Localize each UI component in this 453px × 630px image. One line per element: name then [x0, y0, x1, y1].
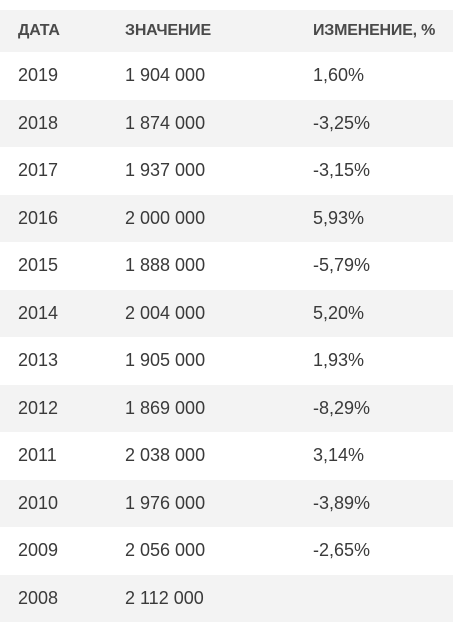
cell-date: 2012	[18, 397, 59, 418]
table-row: 2018 1 874 000 -3,25%	[0, 99, 453, 147]
cell-value: 1 905 000	[125, 350, 206, 371]
cell-value: 1 888 000	[125, 255, 206, 276]
cell-value: 2 038 000	[125, 445, 206, 466]
table-row: 2015 1 888 000 -5,79%	[0, 242, 453, 290]
table-row: 2016 2 000 000 5,93%	[0, 194, 453, 242]
header-value: ЗНАЧЕНИЕ	[125, 22, 211, 39]
cell-date: 2016	[18, 207, 59, 228]
cell-date: 2014	[18, 302, 59, 323]
table-row: 2008 2 112 000	[0, 574, 453, 622]
cell-change: -8,29%	[313, 397, 371, 418]
cell-value: 2 112 000	[125, 587, 204, 608]
cell-date: 2018	[18, 112, 59, 133]
table-row: 2012 1 869 000 -8,29%	[0, 384, 453, 432]
cell-change: 1,93%	[313, 350, 365, 371]
cell-date: 2015	[18, 255, 59, 276]
cell-value: 1 976 000	[125, 492, 206, 513]
cell-value: 1 869 000	[125, 397, 206, 418]
table-header-row: ДАТА ЗНАЧЕНИЕ ИЗМЕНЕНИЕ, %	[0, 10, 453, 52]
table-row: 2014 2 004 000 5,20%	[0, 289, 453, 337]
cell-value: 1 937 000	[125, 160, 206, 181]
cell-date: 2009	[18, 540, 59, 561]
cell-value: 2 000 000	[125, 207, 206, 228]
cell-date: 2010	[18, 492, 59, 513]
cell-value: 2 004 000	[125, 302, 206, 323]
cell-date: 2008	[18, 587, 59, 608]
cell-change: -5,79%	[313, 255, 371, 276]
cell-date: 2011	[18, 445, 57, 466]
cell-value: 2 056 000	[125, 540, 206, 561]
table-row: 2017 1 937 000 -3,15%	[0, 147, 453, 195]
cell-change: -3,25%	[313, 112, 371, 133]
cell-change: 1,60%	[313, 65, 365, 86]
table-row: 2011 2 038 000 3,14%	[0, 432, 453, 480]
header-date: ДАТА	[18, 22, 60, 39]
cell-change: -3,15%	[313, 160, 371, 181]
cell-date: 2013	[18, 350, 59, 371]
cell-change: 3,14%	[313, 445, 365, 466]
cell-value: 1 874 000	[125, 112, 206, 133]
cell-change: -2,65%	[313, 540, 371, 561]
table-row: 2010 1 976 000 -3,89%	[0, 479, 453, 527]
header-change: ИЗМЕНЕНИЕ, %	[313, 22, 436, 39]
table-row: 2019 1 904 000 1,60%	[0, 52, 453, 100]
cell-change: -3,89%	[313, 492, 371, 513]
cell-value: 1 904 000	[125, 65, 206, 86]
cell-change: 5,20%	[313, 302, 365, 323]
table-row: 2013 1 905 000 1,93%	[0, 337, 453, 385]
table-row: 2009 2 056 000 -2,65%	[0, 527, 453, 575]
cell-change: 5,93%	[313, 207, 365, 228]
cell-date: 2019	[18, 65, 59, 86]
cell-date: 2017	[18, 160, 59, 181]
